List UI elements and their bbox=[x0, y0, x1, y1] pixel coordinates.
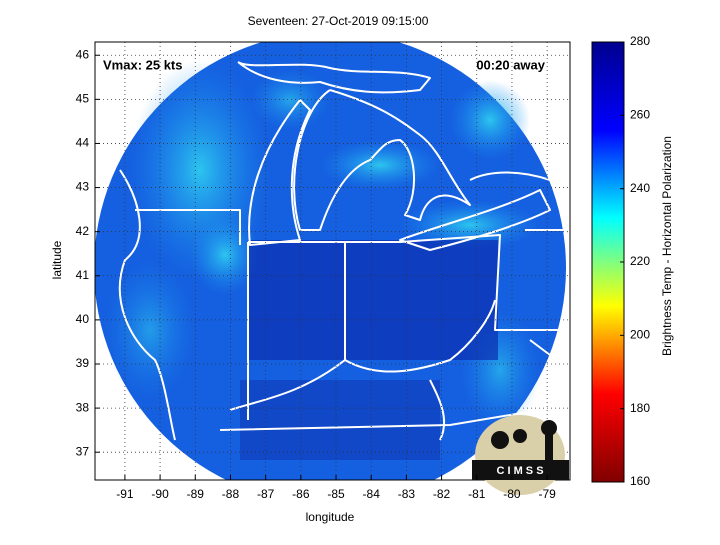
x-tick-label: -89 bbox=[187, 487, 205, 501]
x-tick-label: -90 bbox=[151, 487, 169, 501]
x-tick-label: -87 bbox=[257, 487, 275, 501]
y-axis-label: latitude bbox=[50, 240, 64, 279]
x-tick-label: -88 bbox=[222, 487, 240, 501]
x-axis-label: longitude bbox=[306, 510, 355, 524]
annotation: Vmax: 25 kts bbox=[103, 57, 183, 72]
x-tick-label: -85 bbox=[327, 487, 345, 501]
colorbar-tick-label: 180 bbox=[630, 401, 650, 415]
colorbar-tick-label: 280 bbox=[630, 34, 650, 48]
x-tick-label: -83 bbox=[398, 487, 416, 501]
x-tick-label: -84 bbox=[363, 487, 381, 501]
logo-text: C I M S S bbox=[496, 465, 543, 477]
annotation: 00:20 away bbox=[476, 57, 545, 72]
colorbar-label: Brightness Temp - Horizontal Polarizatio… bbox=[660, 136, 674, 356]
map-frame bbox=[94, 41, 571, 481]
colorbar-tick-label: 220 bbox=[630, 254, 650, 268]
x-tick-label: -81 bbox=[468, 487, 486, 501]
x-tick-label: -80 bbox=[503, 487, 521, 501]
y-tick-label: 45 bbox=[76, 92, 90, 106]
x-tick-label: -86 bbox=[292, 487, 310, 501]
title: Seventeen: 27-Oct-2019 09:15:00 bbox=[248, 14, 429, 28]
y-tick-label: 38 bbox=[76, 400, 90, 414]
x-tick-label: -91 bbox=[116, 487, 134, 501]
x-tick-label: -82 bbox=[433, 487, 451, 501]
y-tick-label: 46 bbox=[76, 47, 90, 61]
x-tick-label: -79 bbox=[538, 487, 556, 501]
colorbar-tick-label: 240 bbox=[630, 181, 650, 195]
colorbar-tick-label: 200 bbox=[630, 328, 650, 342]
colorbar bbox=[591, 41, 625, 483]
y-tick-label: 41 bbox=[76, 268, 90, 282]
map-area bbox=[95, 42, 570, 480]
y-tick-label: 43 bbox=[76, 180, 90, 194]
y-tick-label: 44 bbox=[76, 136, 90, 150]
y-tick-label: 40 bbox=[76, 312, 90, 326]
colorbar-tick-label: 160 bbox=[630, 474, 650, 488]
logo: C I M S S bbox=[472, 415, 569, 495]
y-tick-label: 42 bbox=[76, 224, 90, 238]
y-tick-label: 37 bbox=[76, 444, 90, 458]
y-tick-label: 39 bbox=[76, 356, 90, 370]
colorbar-tick-label: 260 bbox=[630, 108, 650, 122]
